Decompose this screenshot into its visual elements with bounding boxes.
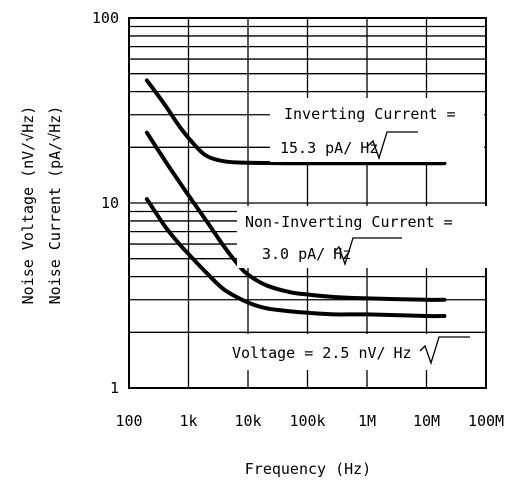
annotation-inverting-current: Inverting Current = 15.3 pA/Hz (270, 98, 484, 162)
x-tick-label: 1M (358, 412, 376, 430)
grid-layer (128, 18, 487, 389)
annotation-voltage-line: Voltage = 2.5 nV/Hz (232, 344, 412, 362)
radical-icon (419, 336, 470, 366)
curve-layer (144, 78, 447, 319)
y-tick-label: 100 (92, 9, 119, 27)
x-tick-label: 100k (289, 412, 325, 430)
y-axis-label-voltage: Noise Voltage (nV/√Hz) (19, 106, 37, 305)
annotation-inverting-unit: pA/ (325, 139, 352, 157)
x-tick-labels: 100 1k 10k 100k 1M 10M 100M (115, 412, 504, 430)
annotation-voltage-radicand: Hz (394, 344, 412, 362)
x-axis-label: Frequency (Hz) (245, 460, 371, 478)
annotation-non-inverting-current: Non-Inverting Current = 3.0 pA/Hz (237, 206, 497, 268)
x-tick-label: 1k (179, 412, 197, 430)
y-tick-label: 1 (110, 379, 119, 397)
annotation-voltage: Voltage = 2.5 nV/Hz (224, 334, 476, 370)
y-axis-label-current: Noise Current (pA/√Hz) (46, 106, 64, 305)
x-tick-label: 10M (413, 412, 440, 430)
series-line-2 (144, 197, 447, 319)
annotation-noninv-number: 3.0 (262, 245, 289, 263)
radical-icon (367, 131, 418, 161)
x-tick-label: 100 (115, 412, 142, 430)
plot-frame (128, 17, 487, 389)
annotation-voltage-text: Voltage = 2.5 (232, 344, 349, 362)
annotation-inverting-number: 15.3 (280, 139, 316, 157)
annotation-noninv-unit: pA/ (298, 245, 325, 263)
annotation-noninv-line1: Non-Inverting Current = (245, 213, 453, 231)
y-tick-labels: 1 10 100 (92, 9, 119, 397)
annotation-inverting-line1: Inverting Current = (284, 105, 456, 123)
annotation-voltage-unit: nV/ (358, 344, 385, 362)
series-line-1 (144, 130, 447, 302)
annotation-noninv-value: 3.0 pA/Hz (262, 245, 351, 263)
radical-icon (333, 237, 402, 267)
series-line-0 (144, 78, 447, 166)
annotation-inverting-value: 15.3 pA/Hz (280, 139, 378, 157)
x-tick-label: 10k (234, 412, 261, 430)
x-tick-label: 100M (468, 412, 504, 430)
y-tick-label: 10 (101, 194, 119, 212)
